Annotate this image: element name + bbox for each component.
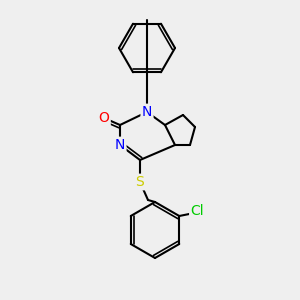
Text: O: O (99, 111, 110, 125)
Text: S: S (136, 175, 144, 189)
Text: Cl: Cl (190, 204, 204, 218)
Text: N: N (142, 105, 152, 119)
Text: N: N (115, 138, 125, 152)
